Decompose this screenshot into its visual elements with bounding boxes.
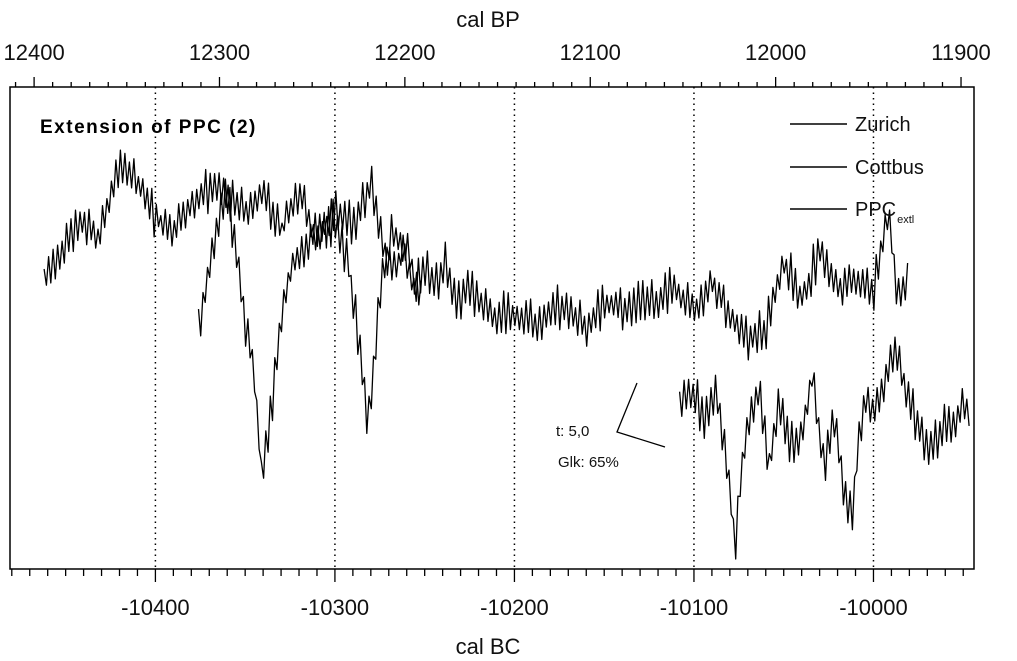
top-tick-label-0: 12400 xyxy=(4,40,65,65)
legend-label-zurich: Zurich xyxy=(855,114,911,136)
series-line-ppc xyxy=(678,336,970,560)
bottom-tick-label-1: -10300 xyxy=(301,595,370,620)
top-tick-label-3: 12100 xyxy=(560,40,621,65)
reference-lines xyxy=(154,87,875,569)
annotation: t: 5,0 Glk: 65% xyxy=(556,382,666,471)
bottom-tick-label-2: -10200 xyxy=(480,595,549,620)
series-line-zurich xyxy=(43,149,422,306)
chart-title: Extension of PPC (2) xyxy=(40,117,257,138)
legend-label-ppc-sub: extl xyxy=(897,214,914,226)
bottom-tick-label-0: -10400 xyxy=(121,595,190,620)
series-line-cottbus xyxy=(197,178,909,479)
top-tick-label-5: 11900 xyxy=(931,40,991,65)
legend: Zurich Cottbus PPCextl xyxy=(790,114,924,226)
plot-frame xyxy=(9,86,975,570)
series-layer xyxy=(43,149,970,560)
legend-label-ppc-main: PPC xyxy=(855,199,896,221)
annotation-line-1: t: 5,0 xyxy=(556,423,589,440)
bottom-axis-title: cal BC xyxy=(456,634,521,659)
legend-label-ppc: PPCextl xyxy=(855,199,914,226)
top-tick-label-1: 12300 xyxy=(189,40,250,65)
legend-label-cottbus: Cottbus xyxy=(855,157,924,179)
bottom-tick-label-4: -10000 xyxy=(839,595,908,620)
top-tick-label-4: 12000 xyxy=(745,40,806,65)
top-axis: 12400 12300 12200 12100 12000 11900 xyxy=(4,40,991,87)
annotation-line-2: Glk: 65% xyxy=(558,454,619,471)
top-axis-title: cal BP xyxy=(456,7,520,32)
bottom-tick-label-3: -10100 xyxy=(660,595,729,620)
annotation-pointer xyxy=(616,382,666,448)
top-tick-label-2: 12200 xyxy=(374,40,435,65)
bottom-axis: -10400 -10300 -10200 -10100 -10000 xyxy=(11,569,964,620)
